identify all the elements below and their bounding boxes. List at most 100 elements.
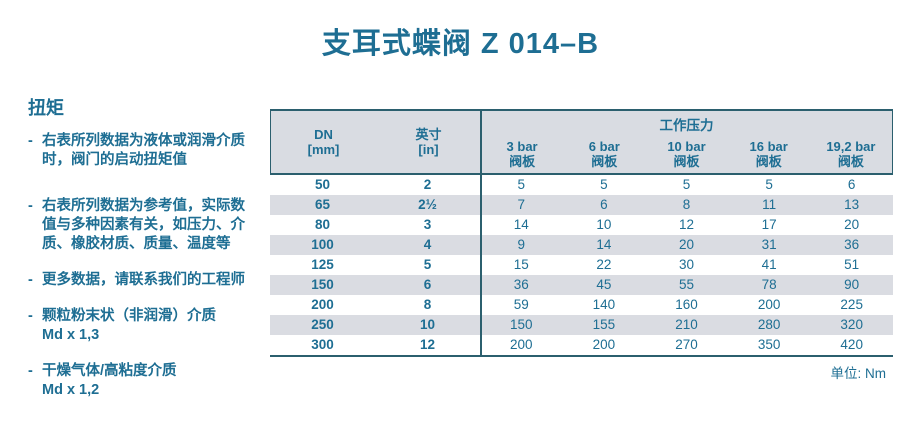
table-cell: 2½	[418, 197, 437, 212]
table-cell: 155	[592, 317, 616, 332]
table-cell: 420	[840, 337, 863, 352]
table-row: 250 10 150 155 210 280 320	[270, 315, 893, 335]
notes-list: - 右表所列数据为液体或润滑介质 时，阀门的启动扭矩值 - 右表所列数据为参考值…	[28, 132, 276, 400]
bullet-dash: -	[28, 133, 33, 149]
table-header: DN [mm] 英寸 [in] 工作压力 3 bar 阀板 6 bar 阀板 1…	[270, 109, 893, 173]
table-cell: 12	[678, 217, 694, 232]
torque-table: DN [mm] 英寸 [in] 工作压力 3 bar 阀板 6 bar 阀板 1…	[270, 109, 893, 357]
table-cell: 6	[847, 177, 856, 192]
table-row: 300 12 200 200 270 350 420	[270, 335, 893, 355]
table-cell: 2	[423, 177, 432, 192]
table-cell: 80	[314, 217, 331, 232]
unit-note: 单位: Nm	[830, 366, 887, 381]
table-cell: 210	[675, 317, 698, 332]
col-header-10bar: 10 bar 阀板	[667, 139, 706, 169]
note-text: 右表所列数据为液体或润滑介质 时，阀门的启动扭矩值	[42, 133, 245, 168]
table-cell: 200	[311, 297, 334, 312]
table-cell: 5	[600, 177, 608, 192]
note-item: - 更多数据，请联系我们的工程师	[28, 271, 276, 290]
notes-heading: 扭矩	[28, 98, 64, 118]
table-cell: 270	[675, 337, 698, 352]
table-cell: 11	[762, 197, 777, 212]
col-header-16bar: 16 bar 阀板	[749, 139, 788, 169]
col-group-working-pressure: 工作压力	[659, 118, 714, 133]
table-cell: 14	[596, 237, 612, 252]
col-header-19-2bar: 19,2 bar 阀板	[826, 139, 876, 169]
note-text: 右表所列数据为参考值，实际数 值与多种因素有关，如压力、介 质、橡胶材质、质量、…	[42, 198, 245, 252]
table-cell: 45	[596, 277, 612, 292]
table-cell: 300	[311, 337, 334, 352]
table-cell: 17	[761, 217, 777, 232]
col-header-3bar: 3 bar 阀板	[506, 139, 538, 169]
table-cell: 5	[423, 257, 432, 272]
table-cell: 41	[761, 257, 777, 272]
table-row: 100 4 9 14 20 31 36	[270, 235, 893, 255]
table-row: 200 8 59 140 160 200 225	[270, 295, 893, 315]
table-cell: 125	[311, 257, 334, 272]
table-cell: 22	[596, 257, 612, 272]
table-cell: 320	[840, 317, 863, 332]
table-row: 80 3 14 10 12 17 20	[270, 215, 893, 235]
table-cell: 15	[513, 257, 529, 272]
col-header-dn: DN [mm]	[307, 127, 340, 157]
table-row: 125 5 15 22 30 41 51	[270, 255, 893, 275]
col-header-6bar: 6 bar 阀板	[588, 139, 620, 169]
table-cell: 31	[761, 237, 777, 252]
table-row: 150 6 36 45 55 78 90	[270, 275, 893, 295]
table-cell: 6	[600, 197, 608, 212]
bullet-dash: -	[28, 308, 33, 324]
table-cell: 50	[314, 177, 331, 192]
table-cell: 200	[757, 297, 781, 312]
table-cell: 55	[678, 277, 694, 292]
table-cell: 160	[675, 297, 698, 312]
bullet-dash: -	[28, 363, 33, 379]
note-text: 干燥气体/高粘度介质 Md x 1,2	[42, 363, 177, 398]
table-cell: 7	[517, 197, 526, 212]
note-item: - 右表所列数据为液体或润滑介质 时，阀门的启动扭矩值	[28, 132, 276, 170]
table-body: 50 2 5 5 5 5 6 65 2½ 7 6 8 11 13 80 3 14 10 12 17 20 100 4 9 14 2…	[270, 173, 893, 357]
table-cell: 150	[510, 317, 533, 332]
note-item: - 颗粒粉末状（非润滑）介质 Md x 1,3	[28, 307, 276, 345]
table-row: 50 2 5 5 5 5 6	[270, 175, 893, 195]
table-cell: 90	[844, 277, 860, 292]
table-cell: 150	[311, 277, 334, 292]
table-cell: 14	[513, 217, 529, 232]
table-cell: 10	[419, 317, 436, 332]
table-cell: 5	[517, 177, 526, 192]
torque-notes-panel: 扭矩 - 右表所列数据为液体或润滑介质 时，阀门的启动扭矩值 - 右表所列数据为…	[28, 94, 276, 400]
table-cell: 59	[513, 297, 529, 312]
table-cell: 5	[682, 177, 691, 192]
table-cell: 5	[765, 177, 773, 192]
table-cell: 36	[513, 277, 529, 292]
table-cell: 140	[592, 297, 616, 312]
table-cell: 9	[517, 237, 526, 252]
table-cell: 3	[423, 217, 432, 232]
page-title: 支耳式蝶阀 Z 014–B	[321, 28, 600, 60]
table-cell: 350	[757, 337, 781, 352]
bullet-dash: -	[28, 198, 33, 214]
table-cell: 20	[678, 237, 694, 252]
bullet-dash: -	[28, 272, 33, 288]
table-cell: 8	[423, 297, 432, 312]
table-cell: 200	[510, 337, 533, 352]
note-text: 颗粒粉末状（非润滑）介质 Md x 1,3	[42, 308, 216, 343]
table-cell: 12	[419, 337, 436, 352]
table-cell: 280	[757, 317, 781, 332]
table-cell: 36	[844, 237, 860, 252]
table-cell: 13	[844, 197, 860, 212]
table-cell: 8	[682, 197, 691, 212]
table-cell: 6	[423, 277, 432, 292]
table-cell: 4	[423, 237, 432, 252]
table-cell: 200	[592, 337, 616, 352]
table-cell: 65	[314, 197, 331, 212]
table-row: 65 2½ 7 6 8 11 13	[270, 195, 893, 215]
column-group-divider	[480, 109, 482, 357]
col-header-inch: 英寸 [in]	[415, 127, 442, 157]
note-item: - 干燥气体/高粘度介质 Md x 1,2	[28, 362, 276, 400]
table-cell: 100	[311, 237, 334, 252]
note-text: 更多数据，请联系我们的工程师	[42, 272, 245, 288]
table-cell: 250	[311, 317, 334, 332]
note-item: - 右表所列数据为参考值，实际数 值与多种因素有关，如压力、介 质、橡胶材质、质…	[28, 197, 276, 254]
table-cell: 10	[596, 217, 612, 232]
table-cell: 30	[678, 257, 694, 272]
